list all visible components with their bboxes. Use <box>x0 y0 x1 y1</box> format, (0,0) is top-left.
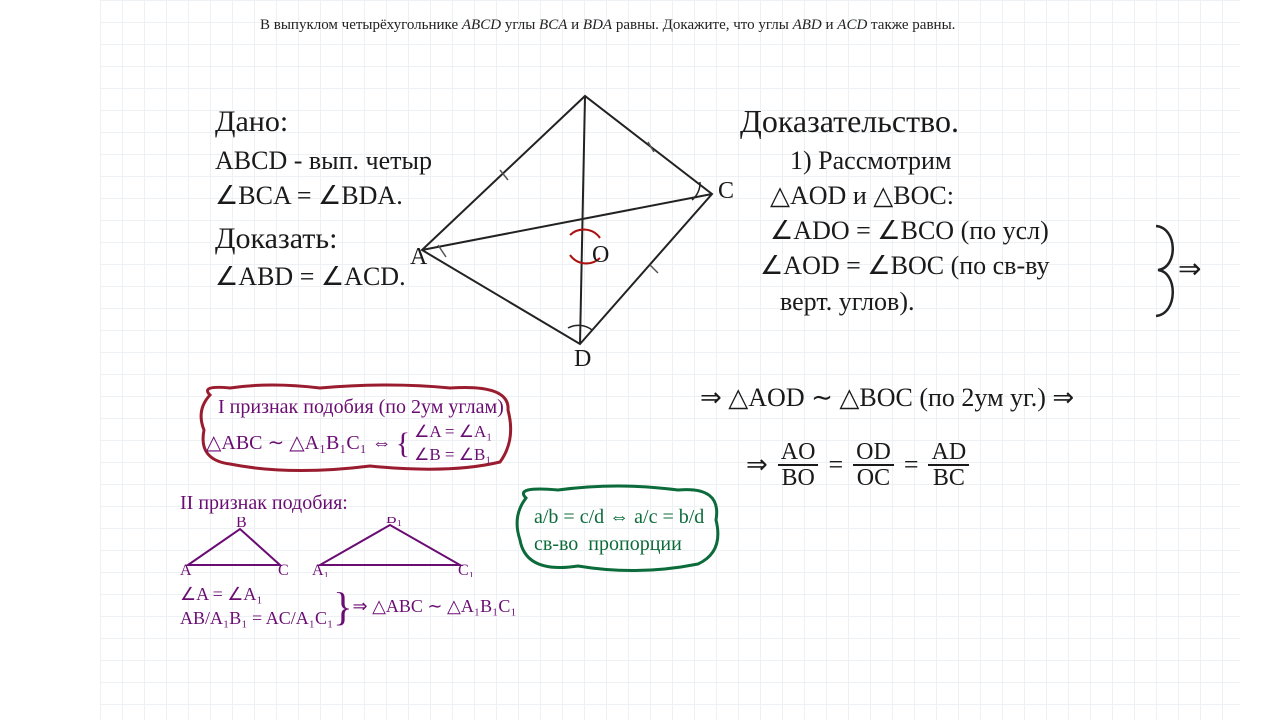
ratio-equation: ⇒ AO BO = OD OC = AD BC <box>740 440 969 490</box>
arrow-icon: ⇒ <box>740 450 774 479</box>
note1-brace-line: ∠B = ∠B₁ <box>414 444 492 467</box>
note3-proportion-property: a/b = c/d ⇔ a/c = b/d св-во пропорции <box>520 490 720 558</box>
note2-line: ∠A = ∠A₁ <box>180 582 333 606</box>
brace-icon: } <box>333 583 352 630</box>
note3-line: св-во пропорции <box>534 531 720 558</box>
proof-title: Доказательство. <box>740 100 1260 143</box>
svg-text:A₁: A₁ <box>312 562 329 577</box>
svg-text:C: C <box>278 562 289 577</box>
note1-body: △ABC ∼ △A₁B₁C₁ ⇔ <box>206 430 392 457</box>
fraction: AO BO <box>778 440 819 490</box>
text: и <box>826 17 838 33</box>
label-O: O <box>592 242 609 268</box>
note1-brace-line: ∠A = ∠A₁ <box>414 421 492 444</box>
equals: = <box>898 450 925 479</box>
note2-line: AB/A₁B₁ = AC/A₁C₁ <box>180 606 333 630</box>
equals: = <box>822 450 849 479</box>
note2-conclusion: ⇒ △ABC ∼ △A₁B₁C₁ <box>352 594 516 618</box>
math: ABCD <box>462 17 501 33</box>
quad-ABCD <box>422 96 712 344</box>
note1-title: I признак подобия (по 2ум углам) <box>218 394 510 421</box>
svg-text:A: A <box>180 562 192 577</box>
proof-line: △AOD и △BOC: <box>770 178 1260 213</box>
equal-angle-marks <box>568 182 700 330</box>
text: В выпуклом четырёхугольнике <box>260 17 462 33</box>
fraction: AD BC <box>928 440 969 490</box>
proof-conclusion: ⇒ △AOD ∼ △BOC (по 2ум уг.) ⇒ <box>700 380 1260 415</box>
text: и <box>571 17 583 33</box>
label-D: D <box>574 346 591 370</box>
svg-text:⇒: ⇒ <box>1178 254 1201 285</box>
label-B: B <box>582 90 598 96</box>
problem-statement: В выпуклом четырёхугольнике ABCD углы BC… <box>260 14 1000 37</box>
text: равны. Докажите, что углы <box>616 17 793 33</box>
label-C: C <box>718 178 734 204</box>
small-triangles-diagram: A B C A₁ B₁ C₁ <box>180 517 480 577</box>
note2-title: II признак подобия: <box>180 490 510 517</box>
math: ABD <box>793 17 822 33</box>
math: ACD <box>837 17 867 33</box>
brace-icon: { <box>396 427 410 461</box>
math: BCA <box>539 17 567 33</box>
text: также равны. <box>871 17 955 33</box>
math: BDA <box>583 17 612 33</box>
proof-line: 1) Рассмотрим <box>790 143 1260 178</box>
tick-marks <box>438 142 658 273</box>
fraction: OD OC <box>853 440 894 490</box>
svg-text:B: B <box>236 517 247 531</box>
brace-icon: ⇒ <box>1148 218 1208 328</box>
diagonal-AC <box>422 194 712 250</box>
quadrilateral-diagram: A B C D O <box>410 90 740 370</box>
note1-similarity-criterion-1: I признак подобия (по 2ум углам) △ABC ∼ … <box>200 388 510 467</box>
note2-similarity-criterion-2: II признак подобия: A B C A₁ B₁ C₁ ∠A = … <box>180 490 510 631</box>
text: углы <box>505 17 539 33</box>
vertex-labels: A B C D O <box>410 90 734 370</box>
label-A: A <box>410 244 428 270</box>
note3-line: a/b = c/d ⇔ a/c = b/d <box>534 504 720 531</box>
svg-text:C₁: C₁ <box>458 562 474 577</box>
svg-text:B₁: B₁ <box>386 517 402 527</box>
conclusion-line: ⇒ △AOD ∼ △BOC (по 2ум уг.) ⇒ <box>700 380 1260 415</box>
